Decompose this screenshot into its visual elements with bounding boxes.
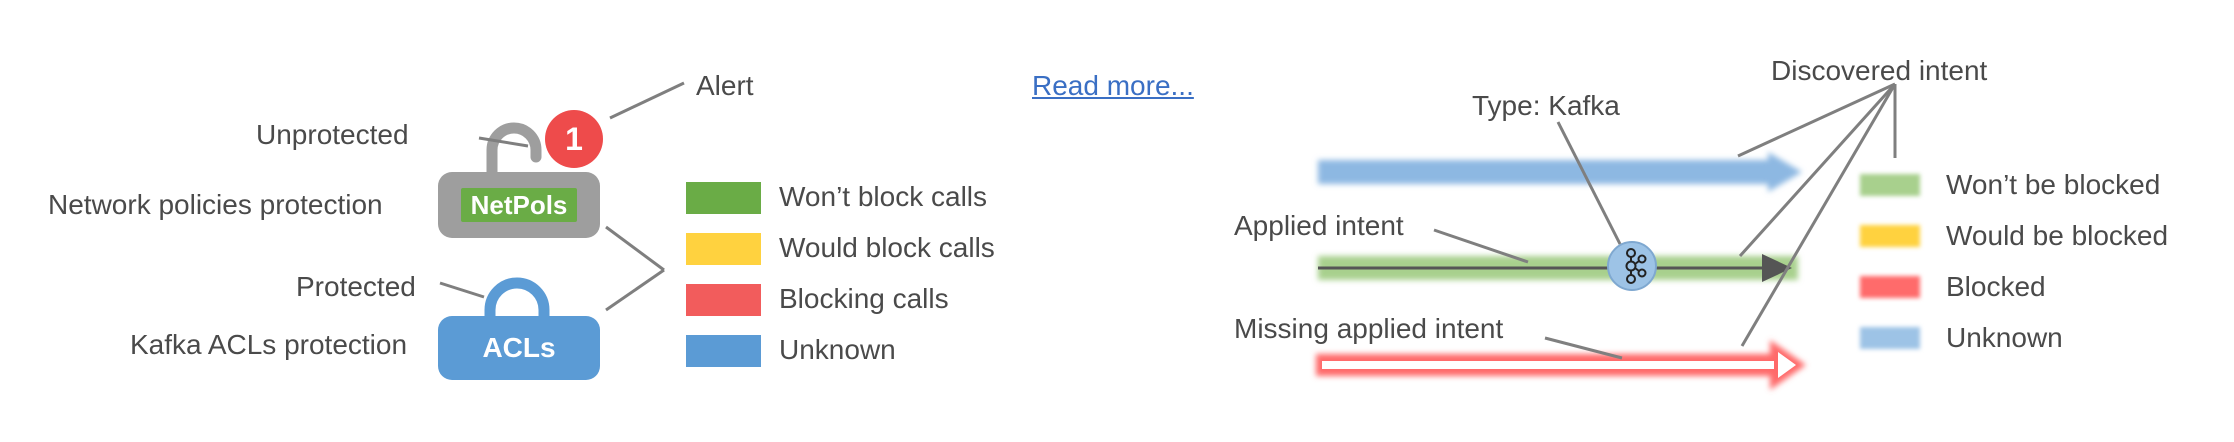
legend-label: Unknown <box>1946 322 2063 353</box>
green-arrow-graphic <box>1318 254 1798 282</box>
discovered-leader-red <box>1740 83 1897 347</box>
legend-label: Blocking calls <box>779 283 949 314</box>
discovered-leader-green <box>1738 82 1897 258</box>
read-more-link[interactable]: Read more... <box>1032 70 1194 101</box>
unprotected-leader <box>478 136 529 148</box>
protected-leader <box>439 281 485 299</box>
alert-badge: 1 <box>545 110 603 168</box>
netpols-tag: NetPols <box>460 188 578 222</box>
netpols-protection-label: Network policies protection <box>48 189 383 220</box>
legend-swatch <box>1860 174 1920 196</box>
acls-protection-label: Kafka ACLs protection <box>130 329 408 360</box>
legend-swatch <box>1860 276 1920 298</box>
missing-applied-intent-label: Missing applied intent <box>1234 313 1504 344</box>
missing-intent-leader <box>1544 336 1623 360</box>
legend-swatch <box>1860 327 1920 349</box>
acls-lock-shackle <box>484 277 550 322</box>
applied-intent-label: Applied intent <box>1234 210 1404 241</box>
unprotected-label: Unprotected <box>256 119 409 150</box>
legend-swatch <box>686 335 761 367</box>
acls-bracket-bottom <box>605 268 665 312</box>
legend-label: Blocked <box>1946 271 2046 302</box>
blue-arrow-graphic <box>1318 152 1802 192</box>
legend-swatch <box>1860 225 1920 247</box>
acls-lock-icon: ACLs <box>438 316 600 380</box>
legend-swatch <box>686 284 761 316</box>
netpols-lock-shackle <box>486 122 542 178</box>
legend-swatch <box>686 233 761 265</box>
legend-label: Unknown <box>779 334 896 365</box>
netpols-lock-icon: NetPols <box>438 172 600 238</box>
type-kafka-label: Type: Kafka <box>1472 90 1620 121</box>
alert-label: Alert <box>696 70 754 101</box>
kafka-icon <box>1607 241 1657 291</box>
discovered-leader-blue <box>1737 82 1896 158</box>
legend-label: Won’t be blocked <box>1946 169 2161 200</box>
applied-intent-leader <box>1433 228 1529 264</box>
discovered-intent-label: Discovered intent <box>1771 55 1988 86</box>
alert-leader <box>609 81 685 120</box>
legend-label: Would be blocked <box>1946 220 2169 251</box>
red-arrow-graphic <box>1316 340 1806 390</box>
protected-label: Protected <box>296 271 416 302</box>
netpols-bracket-top <box>605 225 665 272</box>
legend-swatch <box>686 182 761 214</box>
acls-tag: ACLs <box>482 332 556 363</box>
type-kafka-leader <box>1556 121 1622 245</box>
legend-label: Would block calls <box>779 232 995 263</box>
legend-label: Won’t block calls <box>779 181 988 212</box>
